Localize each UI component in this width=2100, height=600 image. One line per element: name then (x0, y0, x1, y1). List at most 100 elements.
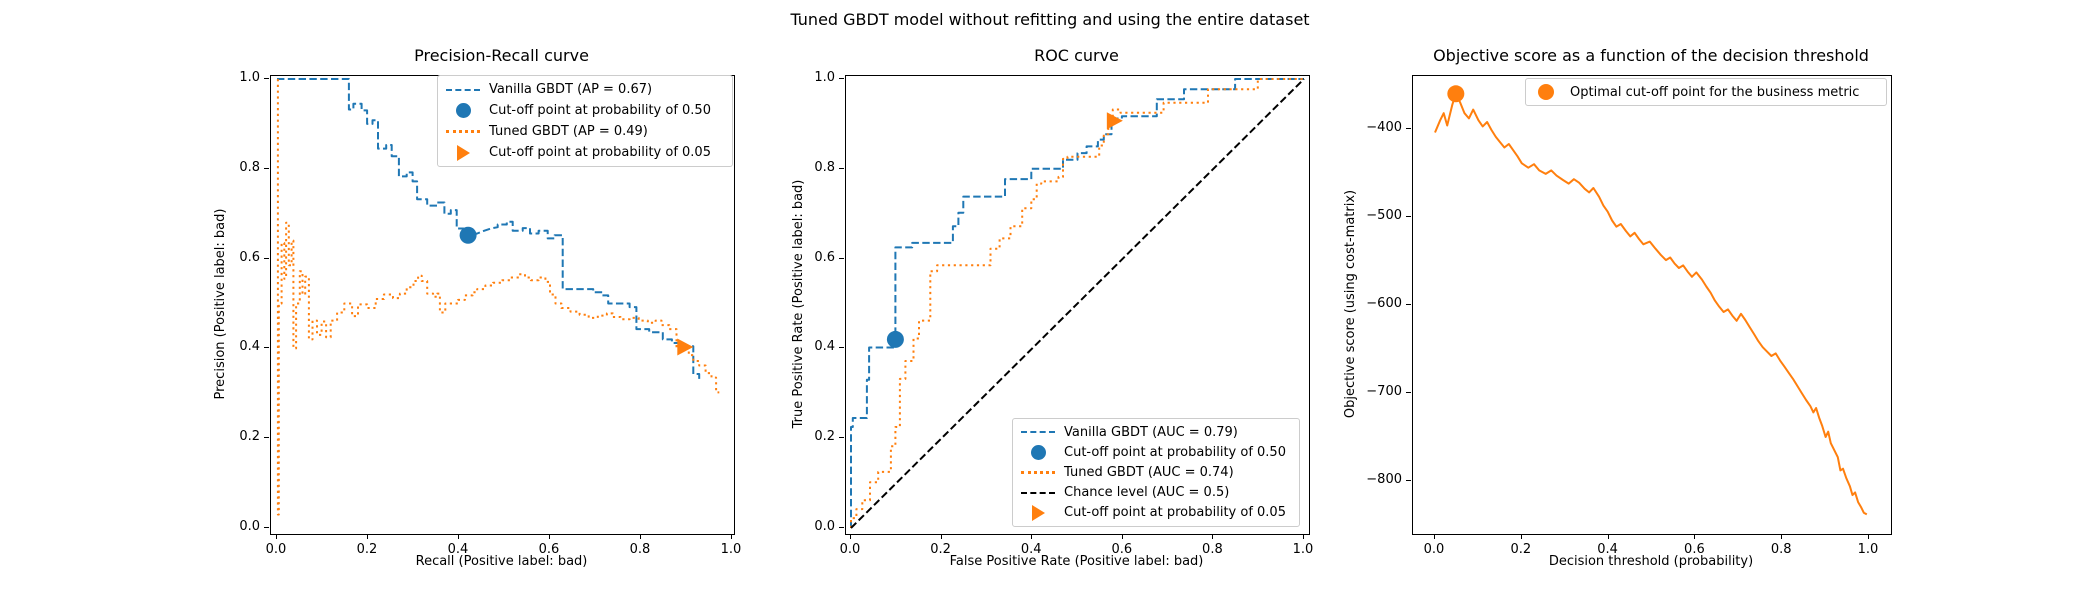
pr-curve (277, 78, 701, 380)
dotted-orange-line-icon (446, 130, 480, 133)
pr-cutoff-marker (677, 338, 694, 356)
y-tick-label: 0.0 (239, 519, 260, 534)
roc-cutoff-marker (886, 330, 904, 348)
roc-legend: Vanilla GBDT (AUC = 0.79) Cut-off point … (1012, 418, 1300, 527)
x-tick (1121, 534, 1123, 539)
legend-item: Tuned GBDT (AUC = 0.74) (1021, 462, 1291, 482)
objective-title: Objective score as a function of the dec… (1433, 46, 1869, 65)
y-tick (839, 527, 844, 528)
x-tick-label: 1.0 (1857, 542, 1879, 557)
roc-xlabel: False Positive Rate (Positive label: bad… (949, 554, 1204, 569)
x-tick-label: 0.8 (1202, 542, 1223, 557)
y-tick (264, 437, 269, 439)
orange-triangle-marker-icon (1021, 504, 1055, 521)
x-tick (731, 534, 732, 539)
y-tick-label: −400 (1366, 120, 1402, 135)
y-tick (264, 527, 269, 528)
y-tick (839, 167, 844, 169)
y-tick (839, 78, 844, 79)
y-tick (264, 257, 269, 259)
objective-legend: Optimal cut-off point for the business m… (1525, 78, 1887, 106)
legend-item: Cut-off point at probability of 0.05 (1021, 503, 1291, 523)
legend-item: Tuned GBDT (AP = 0.49) (446, 121, 724, 142)
x-tick-label: 0.4 (1597, 542, 1618, 557)
x-tick (640, 534, 641, 539)
x-tick (850, 534, 851, 539)
x-tick (1694, 534, 1696, 539)
x-tick-label: 0.8 (1770, 542, 1792, 557)
legend-item: Vanilla GBDT (AP = 0.67) (446, 79, 724, 100)
roc-curve (850, 78, 1305, 529)
x-tick (458, 534, 459, 539)
y-tick (1406, 304, 1411, 305)
legend-label: Optimal cut-off point for the business m… (1570, 84, 1860, 100)
legend-item: Cut-off point at probability of 0.50 (1021, 442, 1291, 462)
y-tick (1406, 392, 1411, 393)
y-tick-label: 0.0 (814, 519, 835, 534)
y-tick (1406, 480, 1411, 481)
y-tick (1406, 216, 1411, 217)
x-tick (1303, 534, 1304, 539)
y-tick (1406, 128, 1411, 129)
y-tick (839, 347, 844, 349)
legend-item: Cut-off point at probability of 0.50 (446, 100, 724, 121)
y-tick-label: 1.0 (814, 70, 835, 85)
x-tick-label: 0.2 (1510, 542, 1532, 557)
x-tick-label: 0.6 (538, 542, 560, 557)
pr-legend: Vanilla GBDT (AP = 0.67) Cut-off point a… (437, 75, 733, 167)
roc-curve (850, 78, 1304, 528)
y-tick (264, 347, 269, 349)
orange-circle-marker-icon (1534, 84, 1558, 100)
figure-suptitle: Tuned GBDT model without refitting and u… (790, 10, 1310, 29)
objective-cutoff-marker (1447, 85, 1465, 103)
y-tick-label: −800 (1366, 472, 1402, 487)
pr-xlabel: Recall (Positive label: bad) (415, 554, 588, 569)
y-tick (839, 437, 844, 439)
x-tick (1434, 534, 1435, 539)
x-tick-label: 1.0 (720, 542, 742, 557)
x-tick-label: 0.6 (1111, 542, 1133, 557)
y-tick-label: 0.2 (814, 429, 835, 445)
objective-curve (1434, 92, 1868, 516)
x-tick-label: 0.2 (930, 542, 951, 557)
legend-item: Vanilla GBDT (AUC = 0.79) (1021, 422, 1291, 442)
x-tick-label: 0.4 (1020, 542, 1042, 557)
legend-item: Optimal cut-off point for the business m… (1534, 82, 1878, 102)
dashed-black-line-icon (1021, 491, 1055, 494)
y-tick (264, 167, 269, 169)
y-tick (264, 78, 269, 79)
y-tick-label: −600 (1366, 296, 1402, 311)
x-tick (1031, 534, 1033, 539)
objective-axes (1412, 75, 1892, 535)
roc-title: ROC curve (1034, 46, 1119, 65)
dashed-blue-line-icon (1021, 431, 1055, 434)
x-tick (940, 534, 942, 539)
x-tick-label: 0.2 (356, 542, 378, 557)
x-tick (1781, 534, 1783, 539)
x-tick (1607, 534, 1609, 539)
blue-circle-marker-icon (446, 103, 480, 118)
y-tick-label: 0.6 (239, 249, 260, 265)
legend-label: Vanilla GBDT (AP = 0.67) (489, 82, 653, 97)
dashed-blue-line-icon (446, 88, 480, 91)
x-tick (1212, 534, 1214, 539)
legend-label: Cut-off point at probability of 0.05 (1064, 505, 1286, 521)
pr-ylabel: Precision (Positive label: bad) (213, 208, 228, 400)
pr-curve (276, 79, 720, 516)
pr-title: Precision-Recall curve (414, 46, 589, 65)
legend-item: Chance level (AUC = 0.5) (1021, 483, 1291, 503)
x-tick-label: 0.0 (839, 542, 861, 557)
legend-label: Cut-off point at probability of 0.50 (489, 103, 711, 118)
x-tick (549, 534, 550, 539)
orange-triangle-marker-icon (446, 144, 480, 161)
legend-label: Tuned GBDT (AP = 0.49) (489, 124, 648, 139)
roc-cutoff-marker (1106, 112, 1123, 130)
legend-label: Cut-off point at probability of 0.05 (489, 145, 711, 160)
legend-label: Chance level (AUC = 0.5) (1064, 485, 1230, 501)
y-tick (839, 257, 844, 259)
y-tick-label: 0.2 (239, 429, 260, 445)
x-tick (1868, 534, 1869, 539)
x-tick (367, 534, 368, 539)
x-tick (1520, 534, 1522, 539)
